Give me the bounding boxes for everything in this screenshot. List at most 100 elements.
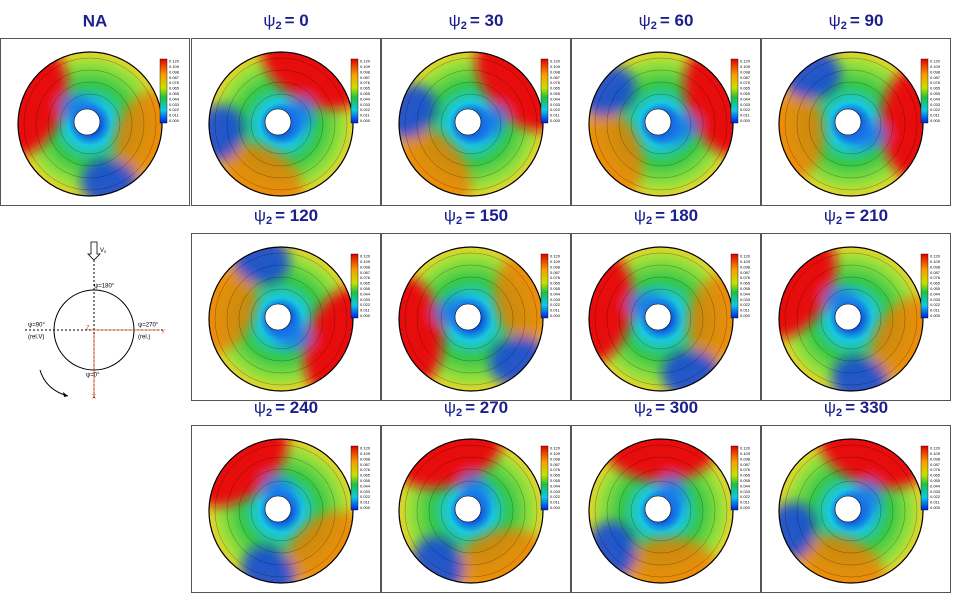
colorbar xyxy=(350,58,359,124)
panel-label: ψ2 = 270 xyxy=(444,398,508,418)
colorbar-label: 0.011 xyxy=(930,308,940,313)
panel-label: ψ2 = 300 xyxy=(634,398,698,418)
colorbar-label: 0.000 xyxy=(360,505,371,510)
colorbar-label: 0.044 xyxy=(930,483,941,488)
left-note: (rel.V) xyxy=(28,335,44,341)
colorbar-label: 0.109 xyxy=(740,259,751,264)
colorbar-label: 0.033 xyxy=(740,489,751,494)
colorbar-label: 0.120 xyxy=(930,59,941,64)
hub xyxy=(454,495,482,523)
colorbar-label: 0.000 xyxy=(930,505,941,510)
colorbar-label: 0.044 xyxy=(360,96,371,101)
colorbar-label: 0.098 xyxy=(550,456,561,461)
rim xyxy=(398,438,544,584)
colorbar-label: 0.109 xyxy=(360,259,371,264)
colorbar xyxy=(350,445,359,511)
panel-label: ψ2 = 30 xyxy=(449,11,504,31)
colorbar-label: 0.000 xyxy=(360,118,371,123)
hub xyxy=(834,303,862,331)
colorbar-label: 0.022 xyxy=(360,107,371,112)
colorbar-label: 0.076 xyxy=(360,80,371,85)
colorbar-label: 0.011 xyxy=(740,308,750,313)
colorbar-label: 0.044 xyxy=(740,291,751,296)
panel-label: ψ2 = 330 xyxy=(824,398,888,418)
rim xyxy=(208,51,354,197)
hub xyxy=(73,108,101,136)
colorbar-label: 0.044 xyxy=(930,291,941,296)
panel: NA0.1200.1090.0980.0870.0760.0650.0550.0… xyxy=(0,11,190,206)
colorbar-label: 0.033 xyxy=(740,102,751,107)
colorbar-label: 0.065 xyxy=(740,86,751,91)
colorbar-label: 0.065 xyxy=(360,473,371,478)
colorbar-label: 0.044 xyxy=(740,483,751,488)
colorbar-label: 0.098 xyxy=(169,69,180,74)
rim xyxy=(398,246,544,392)
colorbar-label: 0.098 xyxy=(740,456,751,461)
rim xyxy=(778,246,924,392)
colorbar-label: 0.098 xyxy=(930,69,941,74)
colorbar-label: 0.055 xyxy=(930,478,941,483)
colorbar-label: 0.033 xyxy=(740,297,751,302)
hub xyxy=(264,108,292,136)
top-label: ψ=180° xyxy=(94,284,115,290)
colorbar-label: 0.011 xyxy=(740,113,750,118)
colorbar-label: 0.055 xyxy=(360,91,371,96)
z-label: Z xyxy=(86,326,90,332)
colorbar-label: 0.000 xyxy=(360,313,371,318)
contour-map xyxy=(589,439,733,583)
colorbar-label: 0.044 xyxy=(740,96,751,101)
colorbar-label: 0.022 xyxy=(930,494,941,499)
colorbar-label: 0.098 xyxy=(740,264,751,269)
y-label: Y xyxy=(161,330,165,336)
panel: ψ2 = 3300.1200.1090.0980.0870.0760.0650.0… xyxy=(761,398,951,593)
colorbar xyxy=(730,58,739,124)
colorbar-label: 0.065 xyxy=(740,281,751,286)
colorbar-label: 0.055 xyxy=(550,91,561,96)
colorbar-label: 0.065 xyxy=(930,473,941,478)
colorbar-label: 0.076 xyxy=(360,275,371,280)
colorbar-label: 0.120 xyxy=(930,254,941,259)
colorbar-label: 0.109 xyxy=(360,64,371,69)
colorbar-label: 0.011 xyxy=(740,500,750,505)
colorbar-label: 0.109 xyxy=(550,64,561,69)
colorbar-label: 0.120 xyxy=(740,59,751,64)
panel-label: ψ2 = 0 xyxy=(263,11,308,31)
colorbar-label: 0.033 xyxy=(360,297,371,302)
hub xyxy=(834,108,862,136)
colorbar-label: 0.033 xyxy=(930,102,941,107)
rim xyxy=(778,438,924,584)
hub xyxy=(264,495,292,523)
colorbar-label: 0.022 xyxy=(360,494,371,499)
colorbar-label: 0.120 xyxy=(360,59,371,64)
colorbar-label: 0.076 xyxy=(360,467,371,472)
colorbar-label: 0.065 xyxy=(930,281,941,286)
colorbar-label: 0.076 xyxy=(740,80,751,85)
colorbar-label: 0.022 xyxy=(360,302,371,307)
colorbar-label: 0.055 xyxy=(550,286,561,291)
colorbar xyxy=(730,253,739,319)
panel-label: ψ2 = 60 xyxy=(639,11,694,31)
colorbar-label: 0.022 xyxy=(550,107,561,112)
colorbar-label: 0.109 xyxy=(740,64,751,69)
rim xyxy=(588,438,734,584)
colorbar-label: 0.000 xyxy=(550,118,561,123)
colorbar-label: 0.120 xyxy=(169,59,180,64)
left-label: ψ=90° xyxy=(28,323,45,329)
colorbar-label: 0.055 xyxy=(740,286,751,291)
colorbar-label: 0.065 xyxy=(169,86,180,91)
colorbar-label: 0.087 xyxy=(740,270,751,275)
colorbar-label: 0.076 xyxy=(740,467,751,472)
hub xyxy=(454,303,482,331)
colorbar-label: 0.033 xyxy=(550,102,561,107)
panel-label: NA xyxy=(83,11,108,30)
colorbar-label: 0.022 xyxy=(169,107,180,112)
colorbar-label: 0.033 xyxy=(930,297,941,302)
colorbar-label: 0.076 xyxy=(550,467,561,472)
v-label: V0 xyxy=(100,248,107,254)
colorbar xyxy=(920,58,929,124)
colorbar-label: 0.000 xyxy=(930,313,941,318)
colorbar-label: 0.044 xyxy=(360,483,371,488)
colorbar-label: 0.044 xyxy=(550,291,561,296)
colorbar-label: 0.087 xyxy=(930,270,941,275)
colorbar-label: 0.011 xyxy=(360,308,370,313)
